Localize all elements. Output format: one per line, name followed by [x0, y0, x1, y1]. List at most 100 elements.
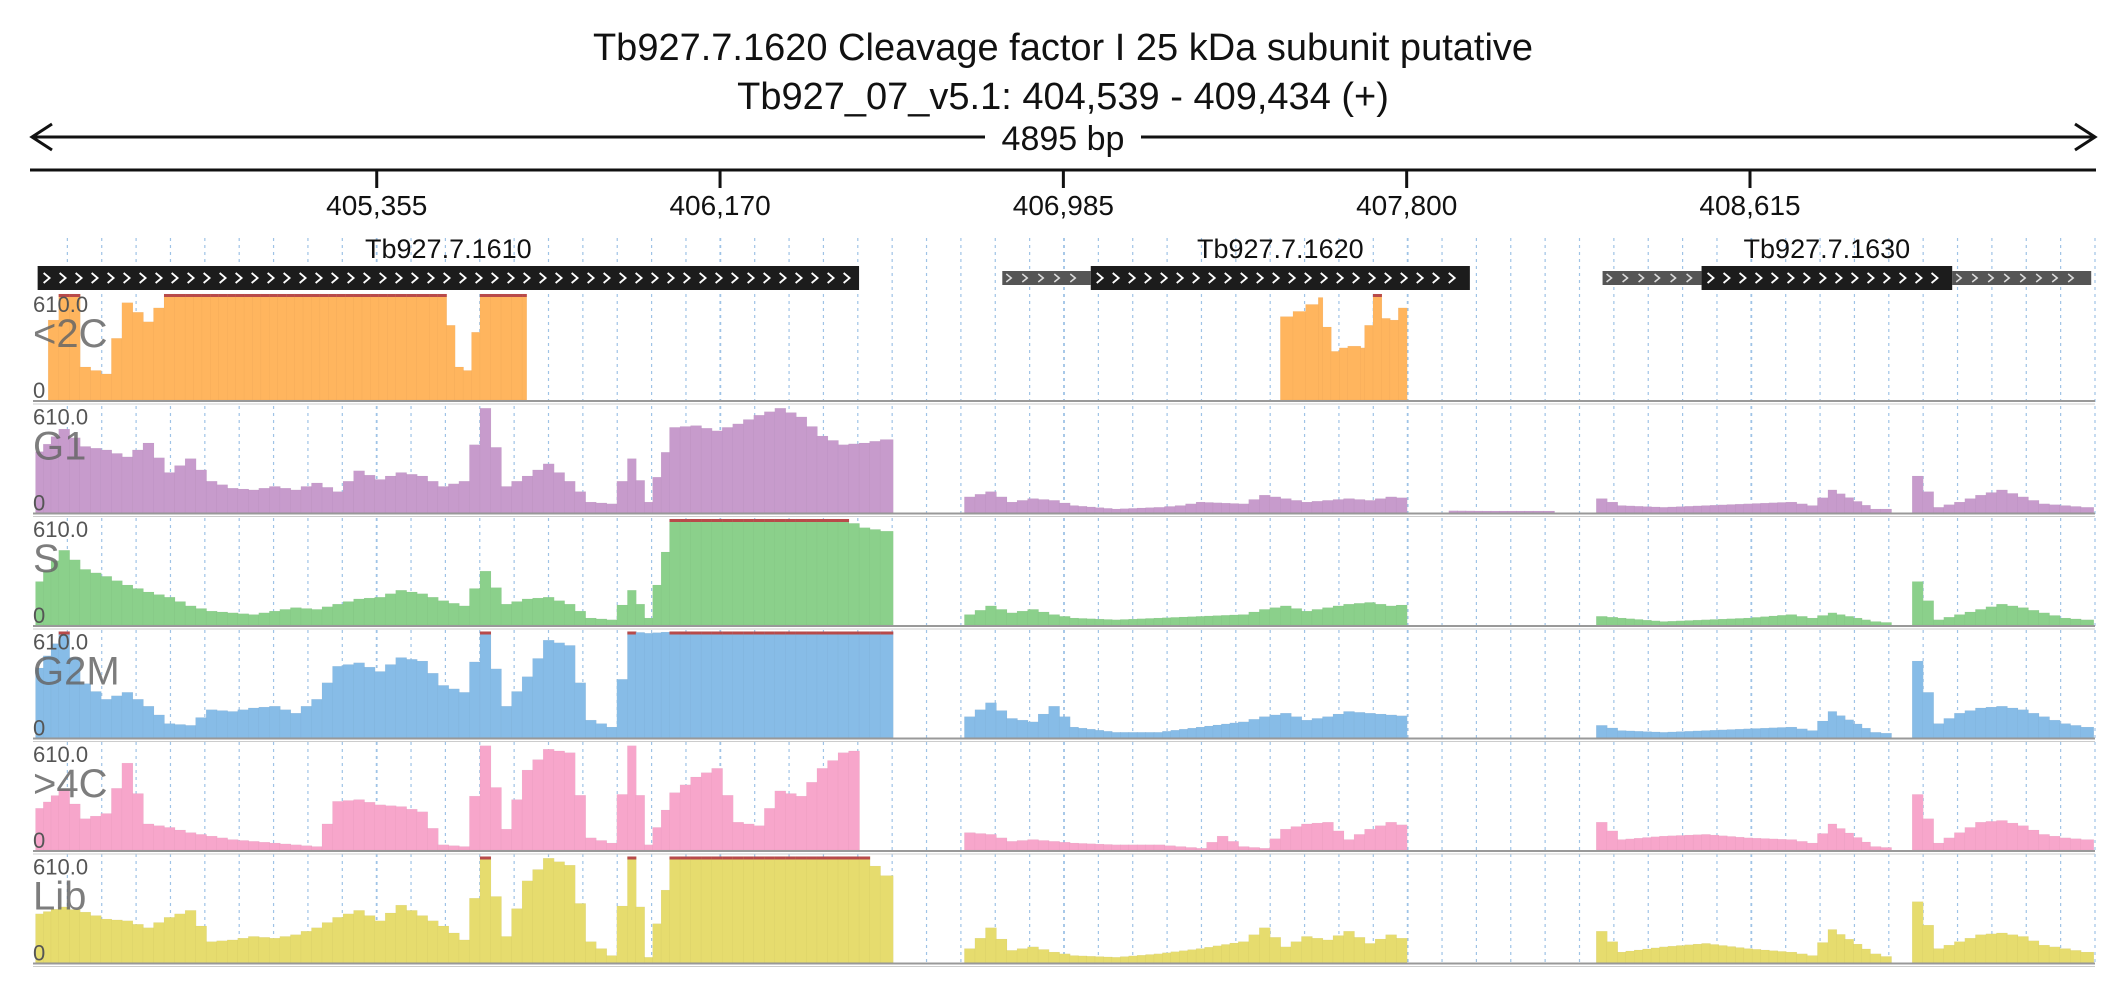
coverage-bar	[690, 776, 702, 851]
coverage-bar	[644, 844, 654, 851]
coverage-bar	[879, 530, 894, 626]
clip-marker	[406, 294, 418, 297]
coverage-segment	[1911, 660, 2095, 738]
strand-arrow	[1320, 272, 1329, 284]
coverage-bar	[1145, 954, 1155, 963]
coverage-bar	[1596, 725, 1608, 738]
coverage-bar	[1322, 607, 1334, 626]
coverage-bar	[1827, 711, 1838, 738]
coverage-bar	[1735, 836, 1745, 851]
coverage-bar	[1006, 612, 1018, 626]
strand-arrow	[827, 272, 836, 284]
coverage-segment	[35, 518, 894, 626]
coverage-bar	[635, 632, 645, 738]
coverage-bar	[1248, 934, 1260, 963]
coverage-bar	[111, 695, 123, 738]
coverage-bar	[132, 793, 144, 851]
coverage-bar	[1395, 824, 1408, 851]
coverage-bar	[1606, 616, 1619, 626]
coverage-bar	[490, 587, 502, 626]
coverage-bar	[1111, 619, 1121, 626]
coverage-bar	[652, 827, 662, 851]
coverage-bar	[1103, 508, 1113, 513]
coverage-bar	[1596, 616, 1608, 626]
coverage-bar	[711, 518, 723, 626]
coverage-bar	[1625, 505, 1635, 513]
coverage-bar	[1943, 944, 1956, 963]
coverage-bar	[563, 603, 576, 626]
coverage-bar	[427, 596, 439, 626]
coverage-bar	[1269, 607, 1282, 626]
coverage-bar	[2027, 500, 2040, 513]
coverage-bar	[532, 658, 544, 738]
coverage-bar	[1954, 712, 1966, 738]
coverage-segment	[1596, 929, 1892, 963]
clip-marker	[690, 519, 702, 522]
strand-arrow	[1096, 272, 1105, 284]
coverage-segment	[964, 821, 1408, 851]
coverage-bar	[764, 631, 776, 738]
coverage-bar	[458, 481, 471, 513]
coverage-bar	[174, 724, 186, 738]
y-max-label: 610.0	[33, 292, 88, 317]
coverage-bar	[985, 927, 997, 963]
coverage-bar	[542, 858, 555, 963]
coverage-bar	[90, 448, 102, 513]
clip-marker	[838, 519, 850, 522]
coverage-bar	[2038, 612, 2050, 626]
clip-marker	[690, 631, 702, 635]
coverage-bar	[700, 856, 713, 963]
coverage-bar	[132, 312, 144, 401]
coverage-segment	[1911, 581, 2095, 626]
coverage-bar	[511, 799, 523, 851]
coverage-bar	[837, 631, 850, 738]
coverage-bar	[1195, 848, 1208, 851]
coverage-bar	[595, 618, 608, 626]
coverage-bar	[2006, 493, 2019, 513]
y-max-label: 610.0	[33, 630, 88, 655]
coverage-bar	[1985, 933, 1998, 963]
clip-marker	[218, 294, 228, 297]
coverage-bar	[437, 600, 450, 626]
coverage-bar	[1353, 834, 1366, 851]
clip-marker	[370, 294, 380, 297]
y-min-label: 0	[33, 491, 45, 516]
coverage-bar	[974, 709, 987, 738]
coverage-bar	[302, 293, 313, 401]
coverage-bar	[1861, 948, 1871, 963]
strand-arrow	[2067, 273, 2075, 283]
strand-arrow	[667, 272, 676, 284]
coverage-bar	[1964, 710, 1977, 738]
coverage-bar	[1743, 617, 1753, 626]
clip-marker	[511, 294, 523, 297]
coverage-bar	[1642, 948, 1652, 963]
coverage-bar	[174, 465, 186, 513]
strand-arrow	[1053, 273, 1061, 283]
clip-marker	[260, 294, 270, 297]
coverage-bar	[774, 856, 787, 963]
coverage-bar	[395, 590, 407, 626]
coverage-bar	[1185, 847, 1197, 851]
coverage-bar	[195, 834, 207, 851]
coverage-bar	[879, 875, 894, 963]
coverage-bar	[218, 293, 228, 401]
strand-arrow	[699, 272, 708, 284]
gene-label: Tb927.7.1620	[1197, 234, 1364, 264]
coverage-bar	[384, 475, 397, 513]
coverage-bar	[353, 470, 365, 513]
coverage-bar	[353, 910, 365, 963]
coverage-bar	[1817, 497, 1829, 513]
coverage-bar	[195, 469, 207, 513]
coverage-bar	[995, 496, 1008, 513]
coverage-bar	[2048, 504, 2061, 513]
coverage-bar	[795, 416, 808, 513]
clip-marker	[277, 294, 287, 297]
strand-arrow	[299, 272, 308, 284]
strand-arrow	[363, 272, 372, 284]
coverage-bar	[1162, 952, 1172, 963]
coverage-bar	[1650, 620, 1661, 626]
coverage-bar	[1954, 941, 1966, 963]
coverage-bar	[1322, 500, 1334, 513]
coverage-bar	[974, 494, 987, 513]
coverage-bar	[1058, 841, 1071, 851]
